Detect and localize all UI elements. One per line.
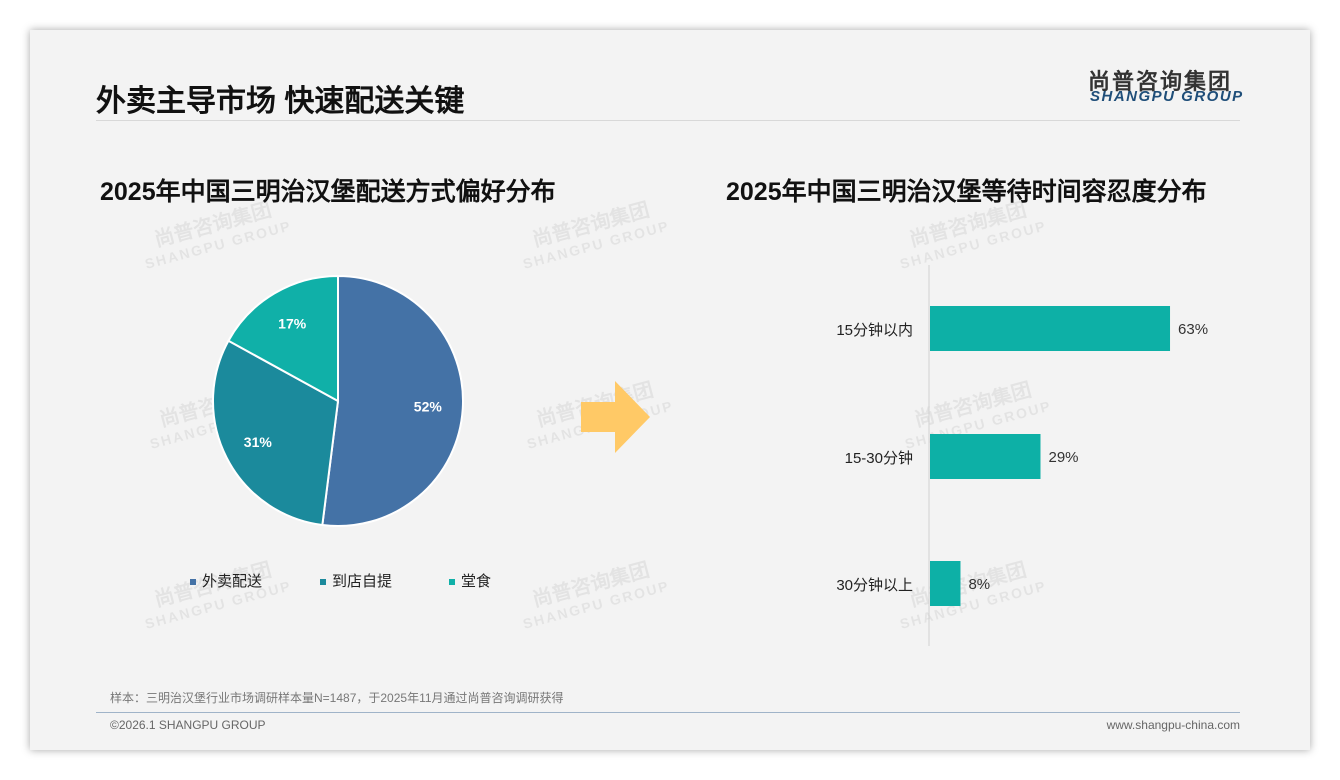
website-link[interactable]: www.shangpu-china.com — [1106, 718, 1240, 732]
footer-divider — [96, 712, 1240, 713]
pie-slice-2 — [227, 274, 339, 403]
arrow-icon — [581, 381, 650, 453]
page-title: 外卖主导市场 快速配送关键 — [96, 85, 465, 118]
pie-data-label: 17% — [278, 316, 307, 332]
legend-label: 堂食 — [461, 573, 492, 590]
copyright: ©2026.1 SHANGPU GROUP — [110, 718, 266, 732]
pie-data-label: 31% — [244, 434, 273, 450]
header-divider — [96, 120, 1240, 121]
slide: 外卖主导市场 快速配送关键 尚普咨询集团 SHANGPU GROUP 尚普咨询集… — [30, 30, 1310, 750]
pie-slice-1 — [212, 339, 340, 527]
legend-label: 外卖配送 — [202, 573, 263, 590]
logo-en: SHANGPU GROUP — [1090, 88, 1244, 105]
legend-item-delivery: 外卖配送 — [190, 570, 262, 591]
legend-item-pickup: 到店自提 — [320, 570, 392, 591]
legend-swatch — [320, 579, 326, 586]
pie-data-label: 52% — [414, 399, 443, 415]
bar-data-label: 8% — [968, 576, 990, 593]
bar-data-label: 63% — [1178, 321, 1208, 338]
pie-slice-0 — [321, 274, 464, 527]
legend-item-dinein: 堂食 — [449, 570, 491, 591]
sample-note: 样本：三明治汉堡行业市场调研样本量N=1487，于2025年11月通过尚普咨询调… — [110, 691, 564, 705]
bar-chart-title: 2025年中国三明治汉堡等待时间容忍度分布 — [726, 178, 1207, 206]
legend-swatch — [449, 579, 455, 586]
logo-cn: 尚普咨询集团 — [1088, 69, 1233, 94]
bar-category-label: 15分钟以内 — [836, 322, 913, 339]
legend-label: 到店自提 — [332, 573, 393, 590]
charts-canvas: 52% 31% 17% 63% 29% 8% — [212, 265, 1208, 646]
pie-chart-title: 2025年中国三明治汉堡配送方式偏好分布 — [100, 178, 556, 206]
legend-swatch — [190, 579, 196, 586]
bar-category-label: 30分钟以上 — [836, 577, 913, 594]
bar — [930, 306, 1171, 351]
bar — [930, 561, 961, 606]
bar-category-label: 15-30分钟 — [844, 450, 913, 467]
bar-data-label: 29% — [1048, 449, 1078, 466]
bar — [930, 434, 1041, 479]
